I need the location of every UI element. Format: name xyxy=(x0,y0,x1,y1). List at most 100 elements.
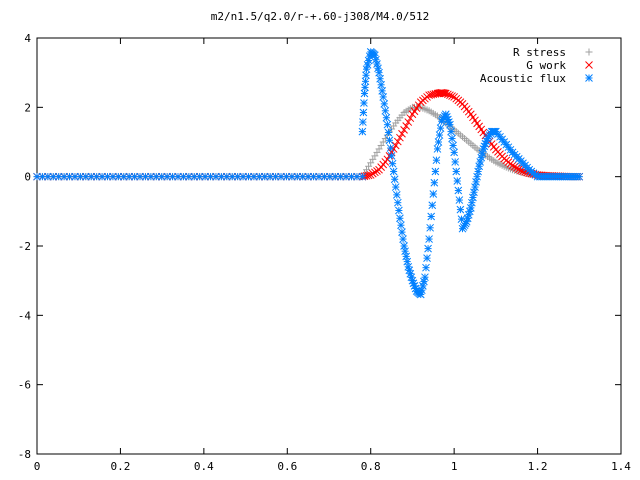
baseline-point xyxy=(71,172,79,181)
data-point xyxy=(401,247,409,256)
data-point xyxy=(374,64,382,73)
data-point xyxy=(471,183,479,191)
series-0 xyxy=(33,103,583,181)
data-point xyxy=(438,89,447,97)
data-point xyxy=(366,171,375,179)
data-point xyxy=(398,129,406,138)
y-tick-label: -4 xyxy=(18,309,32,322)
data-point xyxy=(406,114,415,123)
data-point xyxy=(371,51,379,60)
data-point xyxy=(473,172,481,181)
x-tick-label: 1.4 xyxy=(611,460,631,473)
baseline-point xyxy=(141,172,150,181)
data-point xyxy=(388,159,397,168)
baseline-point xyxy=(81,172,90,181)
data-point xyxy=(424,244,432,253)
data-point xyxy=(395,206,403,215)
baseline-point xyxy=(43,172,52,181)
x-tick-label: 1 xyxy=(451,460,458,473)
data-point xyxy=(363,61,372,69)
baseline-point xyxy=(125,172,134,181)
x-tick-label: 0.4 xyxy=(194,460,214,473)
data-point xyxy=(432,156,441,165)
baseline-point xyxy=(358,172,367,181)
baseline-point xyxy=(293,172,302,181)
data-point xyxy=(377,80,385,89)
data-point xyxy=(452,167,461,176)
y-tick-label: -2 xyxy=(18,240,31,253)
data-point xyxy=(359,108,368,117)
data-point xyxy=(384,128,393,137)
data-point xyxy=(381,106,390,115)
y-tick-label: 2 xyxy=(24,101,31,114)
data-point xyxy=(393,137,402,146)
baseline-point xyxy=(239,172,247,181)
data-point xyxy=(422,263,430,272)
data-point xyxy=(360,99,368,107)
baseline-point xyxy=(190,172,199,181)
data-point xyxy=(434,138,443,146)
data-point xyxy=(399,235,407,243)
baseline-point xyxy=(336,172,345,181)
data-point xyxy=(454,186,463,195)
data-point xyxy=(421,273,429,282)
y-tick-label: -8 xyxy=(18,448,31,461)
x-tick-label: 0.6 xyxy=(277,460,297,473)
data-point xyxy=(429,190,438,198)
data-point xyxy=(403,257,412,266)
legend-label: R stress xyxy=(513,46,566,59)
data-point xyxy=(446,91,454,100)
data-point xyxy=(517,166,525,175)
data-point xyxy=(392,191,401,199)
baseline-point xyxy=(38,172,47,181)
data-point xyxy=(468,198,476,207)
baseline-point xyxy=(174,172,182,181)
data-point xyxy=(420,277,428,286)
data-point xyxy=(439,89,448,97)
data-point xyxy=(448,92,456,100)
data-point xyxy=(358,127,367,136)
baseline-point xyxy=(147,172,155,181)
data-point xyxy=(453,177,462,185)
series-2 xyxy=(33,48,584,299)
data-point xyxy=(385,136,394,145)
data-point xyxy=(372,55,380,64)
baseline-point xyxy=(331,172,340,181)
data-point xyxy=(472,178,480,186)
baseline-point xyxy=(228,172,237,181)
y-tick-label: -6 xyxy=(18,379,31,392)
data-point xyxy=(402,122,411,130)
data-point xyxy=(362,71,370,80)
data-point xyxy=(435,131,444,139)
data-point xyxy=(378,87,387,95)
data-point xyxy=(375,68,383,77)
data-point xyxy=(466,204,475,212)
data-point xyxy=(441,89,450,98)
data-point xyxy=(448,134,456,143)
data-point xyxy=(428,201,437,210)
data-point xyxy=(376,74,384,83)
y-tick-label: 0 xyxy=(24,171,31,184)
data-point xyxy=(433,145,442,153)
axes: 0 0.2 0.4 0.6 0.8 1 1.2 1.4 4 2 0 -2 -4 -6 -8 xyxy=(18,32,632,473)
data-point xyxy=(383,120,392,129)
data-point xyxy=(402,252,411,261)
data-point xyxy=(397,221,405,230)
series-layer xyxy=(33,48,584,299)
data-point xyxy=(386,144,395,152)
data-point xyxy=(508,161,517,170)
data-point xyxy=(456,205,465,214)
data-point xyxy=(371,168,379,177)
data-point xyxy=(478,149,487,158)
baseline-point xyxy=(212,172,220,181)
data-point xyxy=(416,290,425,299)
data-point xyxy=(477,153,486,162)
baseline-point xyxy=(282,172,291,181)
y-tick-label: 4 xyxy=(24,32,31,45)
data-point xyxy=(449,141,457,150)
data-point xyxy=(396,214,404,223)
data-point xyxy=(450,148,458,157)
data-point xyxy=(426,223,435,232)
plot-frame xyxy=(36,37,622,455)
